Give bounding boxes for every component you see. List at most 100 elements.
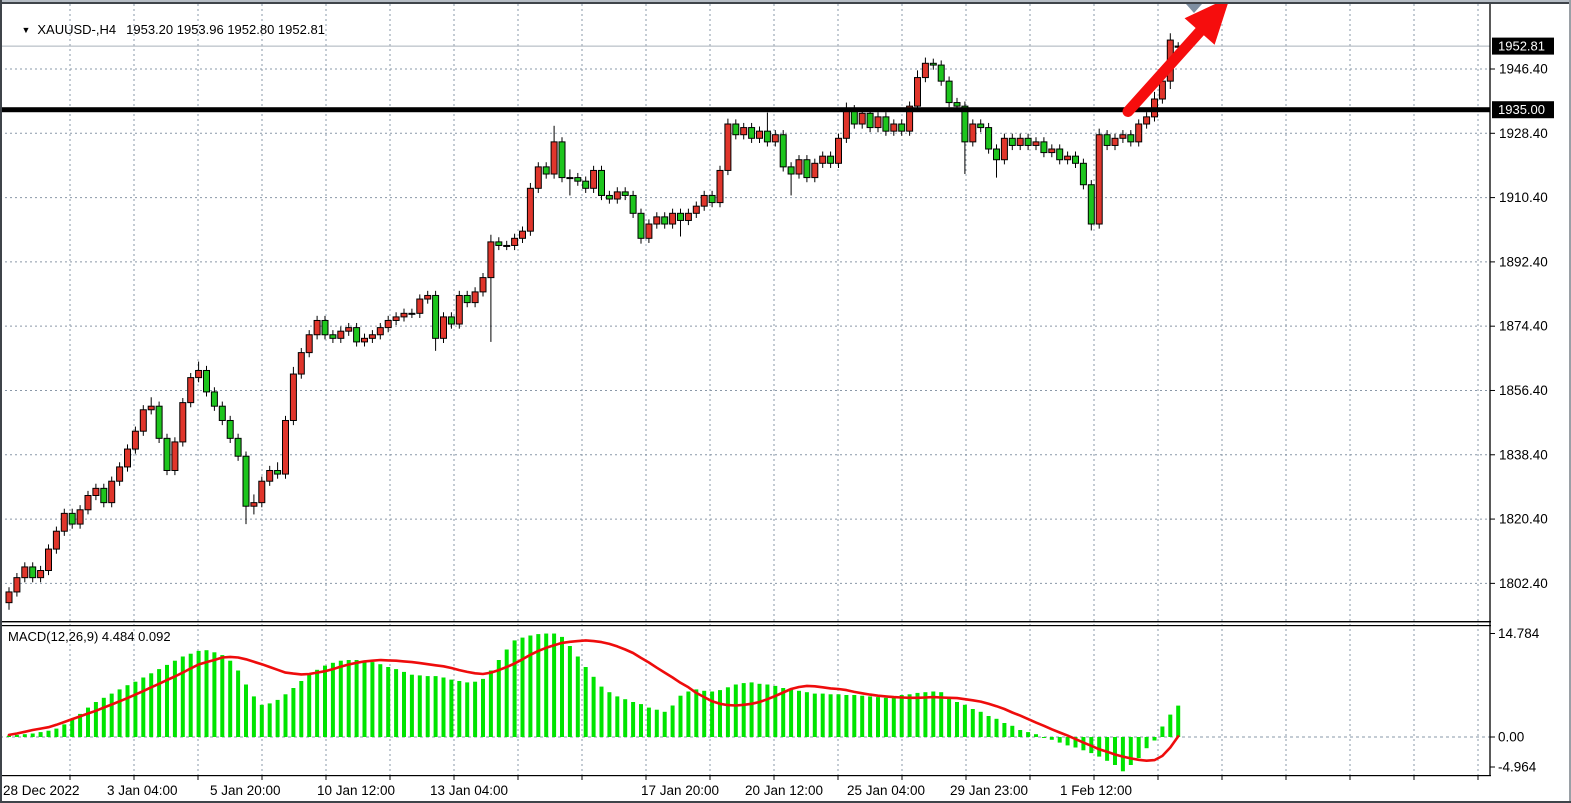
macd-histogram-bar (117, 689, 122, 737)
bull-candle (724, 123, 732, 171)
bull-candle (969, 123, 977, 143)
time-axis-label[interactable]: 5 Jan 20:00 (210, 783, 281, 798)
bull-candle (84, 494, 92, 511)
macd-histogram-bar (93, 702, 98, 737)
time-axis-label[interactable]: 10 Jan 12:00 (317, 783, 395, 798)
macd-histogram-bar (275, 699, 280, 737)
macd-histogram-bar (1073, 737, 1078, 748)
chart-title: ▼ XAUUSD-,H4 1953.20 1953.96 1952.80 1952.… (7, 7, 324, 52)
bull-candle (400, 312, 408, 318)
bull-candle (92, 487, 100, 496)
macd-histogram-bar (417, 675, 422, 737)
macd-histogram-bar (575, 656, 580, 737)
macd-histogram-bar (457, 681, 462, 737)
bull-candle (890, 123, 898, 132)
bull-candle (376, 327, 384, 336)
time-axis-label[interactable]: 1 Feb 12:00 (1060, 783, 1132, 798)
macd-histogram-bar (560, 636, 564, 737)
bull-candle (756, 130, 763, 139)
time-axis-label[interactable]: 28 Dec 2022 (3, 783, 80, 798)
bear-candle (937, 64, 945, 82)
bear-candle (1127, 134, 1135, 143)
macd-histogram-bar (702, 690, 707, 737)
time-axis-label[interactable]: 13 Jan 04:00 (430, 783, 508, 798)
bear-candle (677, 212, 684, 221)
time-axis-label[interactable]: 29 Jan 23:00 (950, 783, 1028, 798)
macd-histogram-bar (212, 652, 217, 737)
bull-candle (60, 512, 68, 532)
bear-candle (242, 455, 250, 507)
bull-candle (289, 373, 297, 421)
time-axis-label[interactable]: 17 Jan 20:00 (641, 783, 719, 798)
price-axis-label: 1838.40 (1499, 447, 1548, 462)
bull-candle (266, 469, 274, 482)
macd-histogram-bar (259, 704, 264, 737)
macd-histogram-bar (615, 696, 620, 737)
pane-separator[interactable] (0, 621, 1571, 623)
macd-histogram-bar (330, 662, 335, 737)
bull-candle (1135, 123, 1143, 143)
window-top-edge (0, 0, 1571, 2)
bull-candle (835, 137, 842, 164)
bull-candle (455, 294, 463, 325)
macd-histogram-bar (915, 692, 920, 737)
bear-candle (495, 241, 503, 246)
macd-histogram-bar (1057, 737, 1062, 743)
bull-candle (1111, 137, 1119, 146)
bull-candle (842, 109, 850, 139)
macd-histogram-bar (504, 649, 509, 737)
macd-histogram-bar (1113, 737, 1117, 765)
bear-candle (621, 191, 629, 196)
bull-candle (590, 169, 598, 189)
macd-histogram-bar (1144, 737, 1149, 749)
bear-candle (929, 62, 937, 66)
bull-candle (52, 530, 60, 550)
time-axis-label[interactable]: 25 Jan 04:00 (847, 783, 925, 798)
bull-candle (1095, 134, 1103, 225)
macd-histogram-bar (1034, 734, 1038, 737)
macd-histogram-bar (425, 676, 430, 737)
bear-candle (274, 469, 282, 475)
pane-separator[interactable] (0, 625, 1571, 627)
symbol-dropdown-icon[interactable]: ▼ (21, 25, 31, 35)
macd-histogram-bar (409, 674, 414, 737)
bull-candle (5, 591, 13, 604)
macd-histogram-bar (172, 660, 177, 737)
bull-candle (771, 134, 779, 143)
macd-histogram-bar (1018, 730, 1023, 737)
macd-histogram-bar (133, 681, 138, 737)
macd-histogram-bar (441, 677, 446, 737)
bear-candle (1040, 141, 1048, 154)
time-axis-label[interactable]: 3 Jan 04:00 (107, 783, 178, 798)
trend-arrow-head[interactable] (1184, 0, 1230, 45)
macd-histogram-bar (947, 697, 952, 737)
macd-histogram-bar (180, 656, 185, 737)
macd-histogram-bar (62, 724, 67, 737)
macd-histogram-bar (228, 660, 233, 737)
price-axis-bg[interactable] (1491, 0, 1571, 803)
price-badge-line-text: 1935.00 (1498, 102, 1545, 117)
bull-candle (613, 191, 621, 200)
macd-histogram-bar (654, 709, 659, 737)
bull-candle (700, 194, 708, 207)
macd-histogram-bar (267, 703, 272, 737)
macd-histogram-bar (307, 674, 312, 737)
macd-histogram-bar (694, 689, 699, 737)
time-axis-label[interactable]: 20 Jan 12:00 (745, 783, 823, 798)
resistance-line-1935[interactable] (0, 107, 1490, 113)
macd-histogram-bar (338, 660, 343, 737)
bear-candle (803, 159, 811, 179)
bull-candle (368, 334, 376, 339)
macd-histogram-bar (631, 702, 636, 737)
bull-candle (1000, 137, 1008, 161)
price-axis-label: 1874.40 (1499, 319, 1548, 334)
trend-arrow-shaft[interactable] (1122, 22, 1209, 118)
macd-histogram-bar (465, 682, 470, 737)
macd-histogram-bar (346, 660, 351, 737)
macd-histogram-bar (125, 685, 130, 737)
window-right-border (1569, 0, 1571, 803)
bull-candle (526, 187, 534, 232)
macd-histogram-bar (362, 660, 367, 737)
